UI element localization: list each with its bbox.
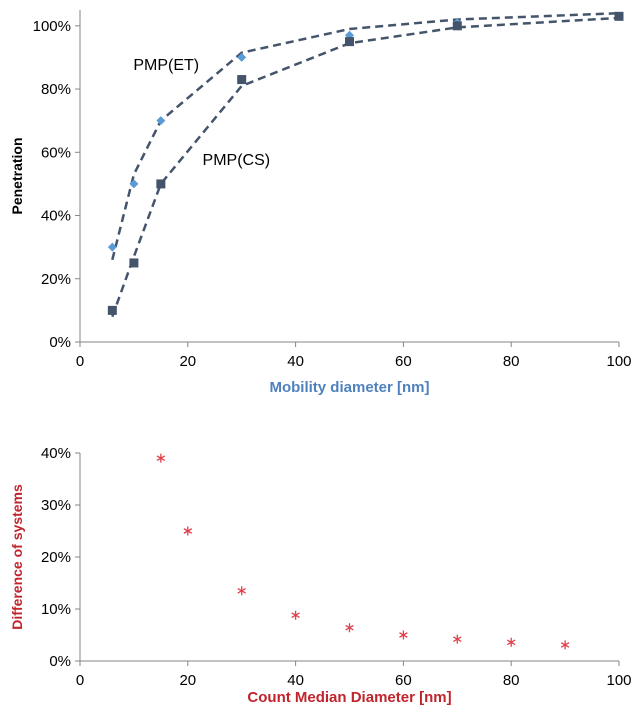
data-point-square: [107, 305, 117, 315]
x-tick-label: 80: [503, 353, 520, 370]
data-point-diamond: [156, 116, 166, 126]
x-tick-label: 100: [606, 353, 631, 370]
y-tick-label: 40%: [41, 445, 71, 462]
data-point-square: [156, 179, 166, 189]
y-tick-label: 0%: [49, 334, 71, 351]
x-axis-title: Mobility diameter [nm]: [269, 379, 429, 395]
data-point-square: [129, 258, 139, 268]
data-point-diamond: [129, 179, 139, 189]
series-label-annotation: PMP(CS): [203, 152, 271, 169]
data-point-square: [614, 11, 624, 21]
x-tick-label: 80: [503, 672, 520, 689]
trendline-series-0: [111, 11, 620, 261]
y-tick-label: 0%: [49, 653, 71, 670]
data-point-asterisk: [506, 637, 516, 647]
x-tick-label: 40: [287, 672, 304, 689]
y-tick-label: 10%: [41, 601, 71, 618]
data-point-asterisk: [237, 586, 246, 596]
data-point-diamond: [107, 242, 117, 252]
data-point-diamond: [237, 52, 247, 62]
chart-difference-of-systems: 0% 10% 20% 30% 40% 0 20 40 60 80 100 Count Median D…: [9, 445, 632, 706]
data-point-asterisk: [560, 640, 570, 650]
data-point-asterisk: [183, 526, 193, 536]
y-tick-label: 80%: [41, 81, 71, 98]
x-tick-label: 60: [395, 353, 412, 370]
x-tick-label: 20: [179, 672, 196, 689]
x-tick-label: 100: [606, 672, 631, 689]
y-tick-label: 60%: [41, 144, 71, 161]
data-point-square: [237, 75, 247, 85]
x-tick-label: 0: [76, 672, 84, 689]
x-tick-label: 0: [76, 353, 84, 370]
y-tick-label: 30%: [41, 497, 71, 514]
x-tick-label: 40: [287, 353, 304, 370]
data-point-square: [345, 37, 354, 47]
x-tick-label: 20: [179, 353, 196, 370]
data-point-asterisk: [399, 630, 408, 640]
y-tick-label: 100%: [33, 18, 71, 35]
y-tick-label: 40%: [41, 208, 71, 225]
y-tick-label: 20%: [41, 271, 71, 288]
chart-penetration: 0% 20% 40% 60% 80% 100% 0 20 40 60 80 100 Mobility d…: [9, 10, 632, 395]
series-label-annotation: PMP(ET): [133, 57, 199, 74]
x-axis-title: Count Median Diameter [nm]: [247, 689, 451, 706]
x-tick-label: 60: [395, 672, 412, 689]
data-point-asterisk: [291, 610, 300, 620]
data-point-square: [452, 21, 462, 31]
data-point-asterisk: [453, 634, 462, 644]
y-tick-label: 20%: [41, 549, 71, 566]
y-axis-title: Difference of systems: [9, 484, 25, 630]
data-point-asterisk: [156, 453, 166, 463]
y-axis-title: Penetration: [9, 137, 25, 214]
data-point-asterisk: [345, 623, 354, 633]
